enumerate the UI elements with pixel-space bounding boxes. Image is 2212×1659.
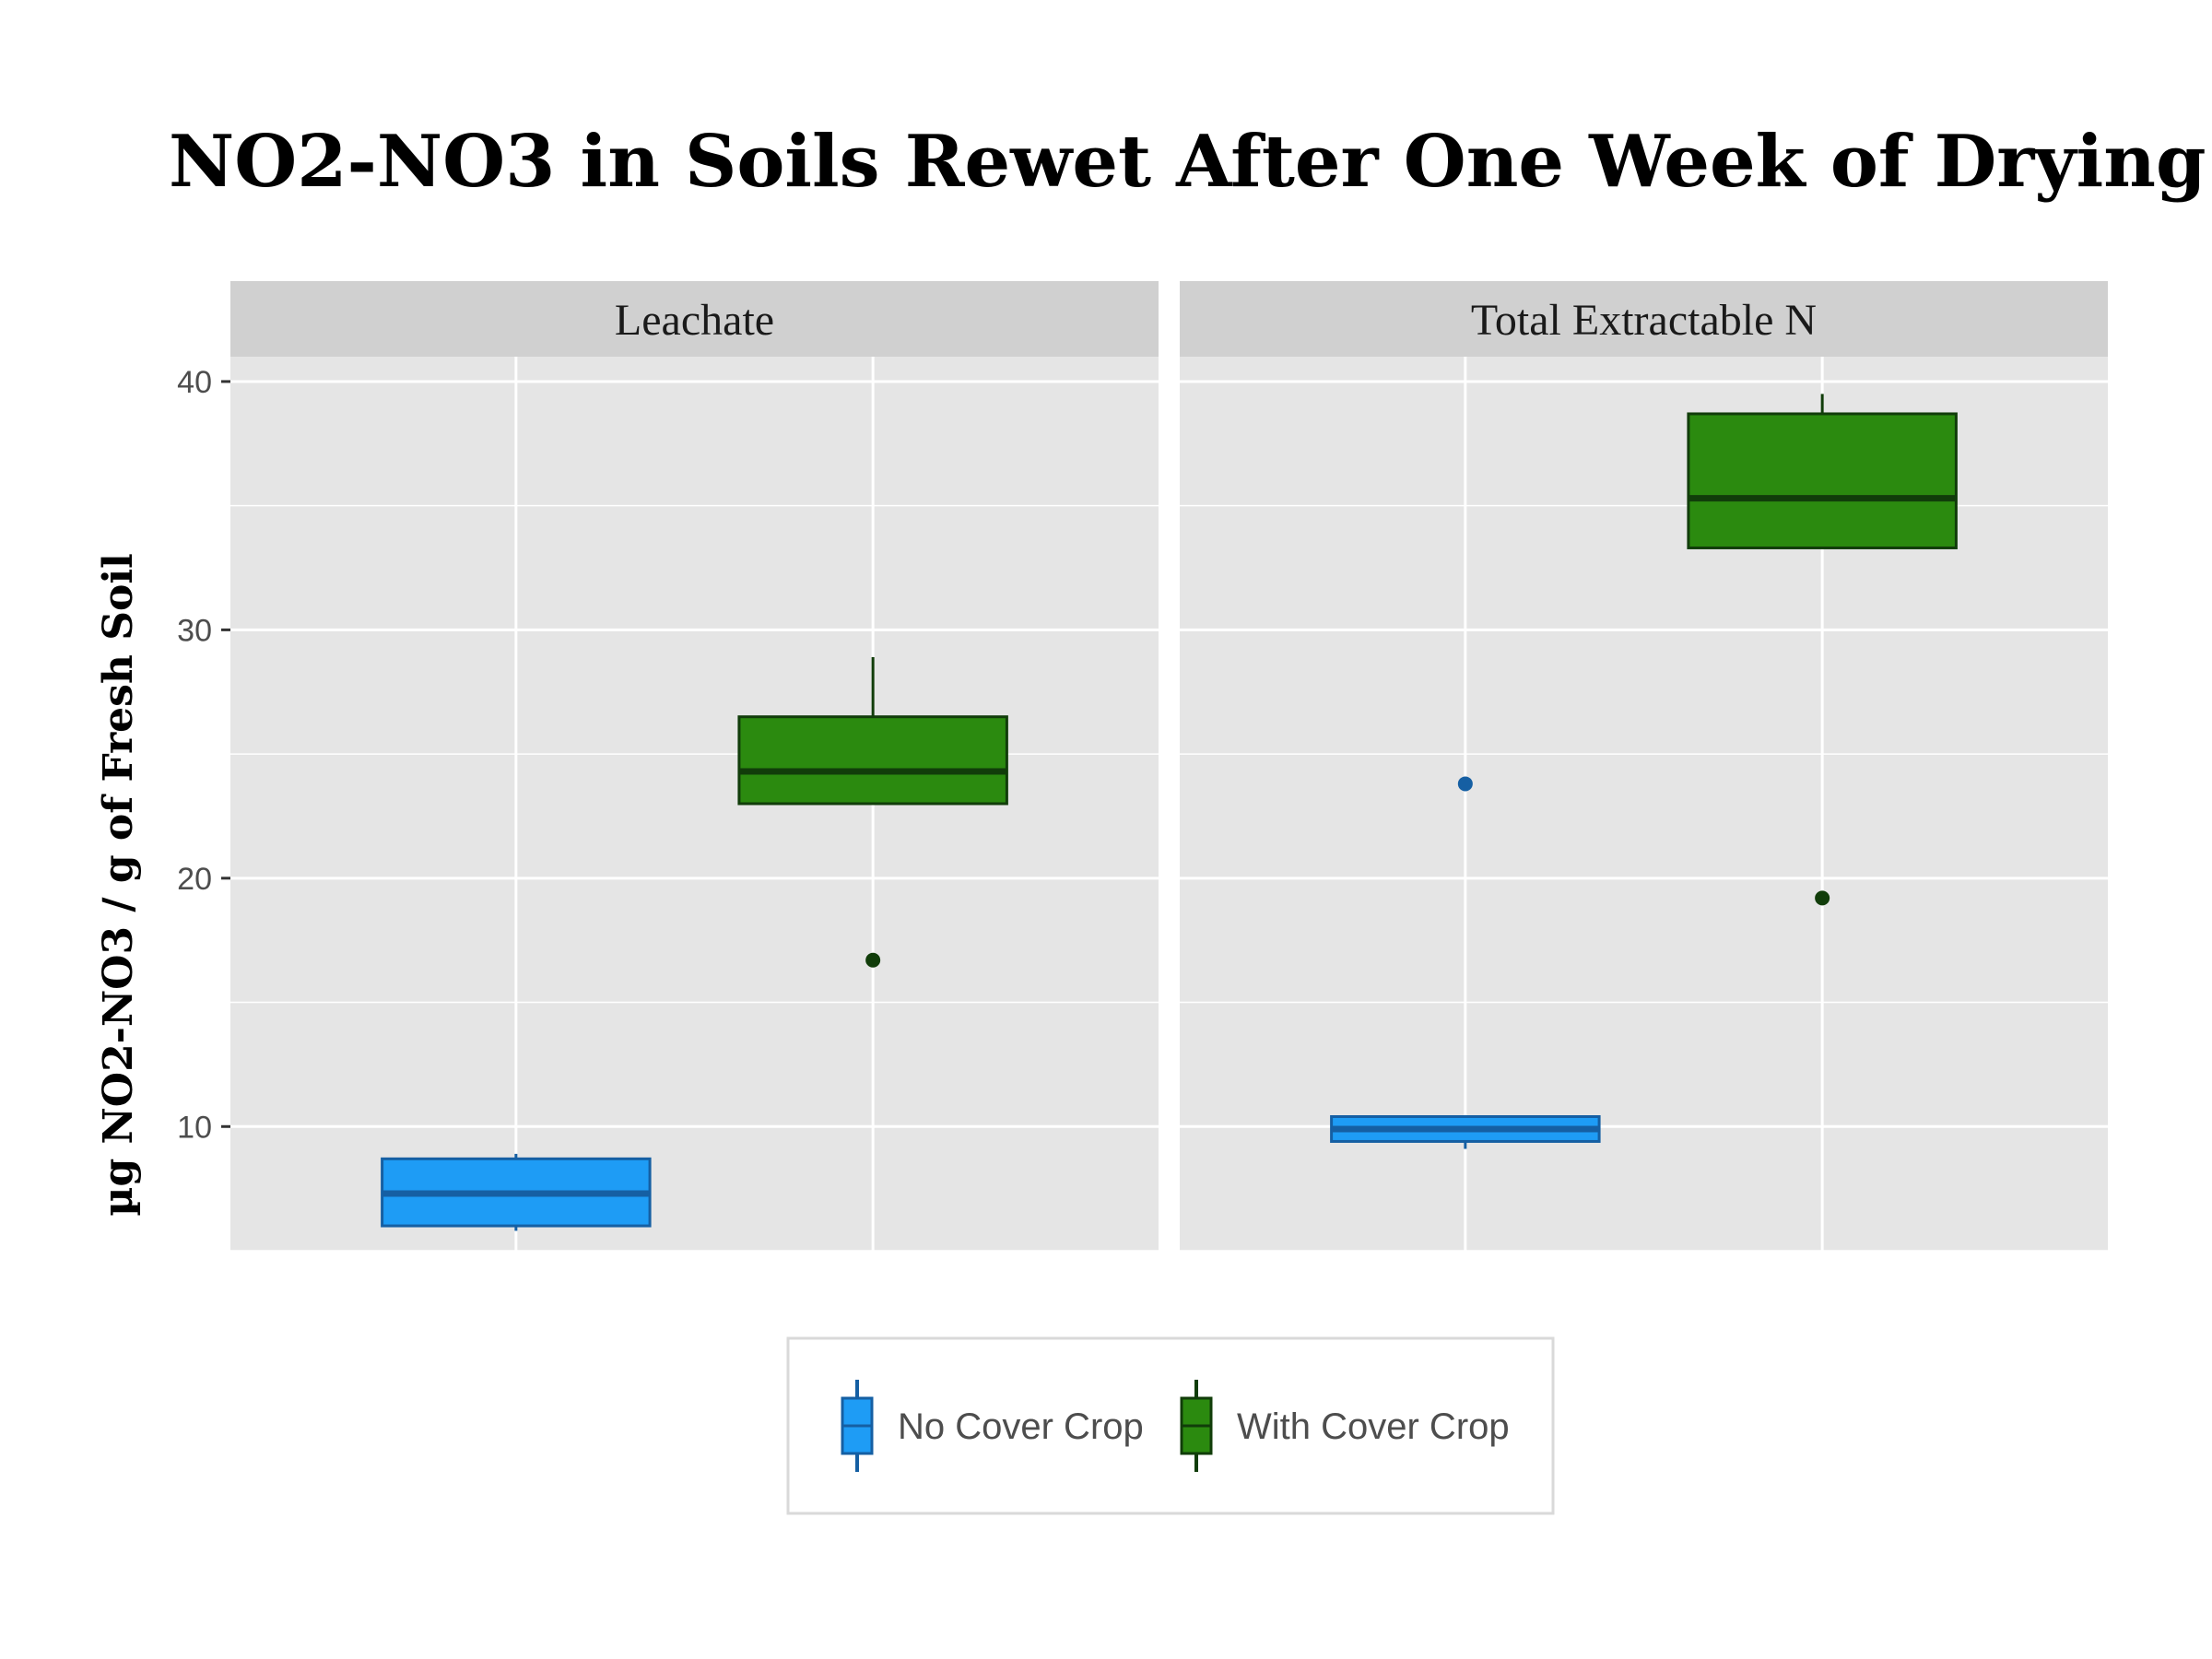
box-iqr xyxy=(737,715,1008,806)
y-tick-label: 10 xyxy=(177,1110,212,1145)
panel-background xyxy=(1180,357,2108,1251)
panel-1: Leachate xyxy=(230,281,1159,1252)
outlier-point xyxy=(1815,890,1830,906)
facet-panels: Leachate Total Extractable N xyxy=(230,281,2108,1252)
box-no-cover-crop xyxy=(381,1153,652,1231)
facet-strip xyxy=(1180,281,2108,357)
box-iqr xyxy=(1687,412,1958,549)
panel-2: Total Extractable N xyxy=(1180,281,2108,1252)
outlier-point xyxy=(1457,776,1473,792)
outlier-point xyxy=(865,952,881,968)
legend: No Cover Crop With Cover Crop xyxy=(786,1336,1555,1515)
facet-strip-label: Total Extractable N xyxy=(1471,296,1817,345)
legend-item-no-cover-crop: No Cover Crop xyxy=(841,1380,1144,1472)
legend-item-with-cover-crop: With Cover Crop xyxy=(1180,1380,1510,1472)
y-tick-label: 30 xyxy=(177,613,212,648)
facet-strip xyxy=(230,281,1159,357)
y-tick-label: 20 xyxy=(177,862,212,897)
box-no-cover-crop xyxy=(1330,776,1601,1149)
legend-label: With Cover Crop xyxy=(1237,1406,1510,1447)
y-tick-label: 40 xyxy=(177,365,212,400)
y-axis-ticks: 10 20 30 40 xyxy=(177,365,230,1145)
legend-frame xyxy=(786,1336,1555,1515)
panel-background xyxy=(230,357,1159,1251)
legend-label: No Cover Crop xyxy=(898,1406,1144,1447)
y-axis-label: µg NO2-NO3 / g of Fresh Soil xyxy=(95,553,142,1217)
chart-title: NO2-NO3 in Soils Rewet After One Week of… xyxy=(169,120,2206,204)
box-with-cover-crop xyxy=(737,657,1008,968)
facet-strip-label: Leachate xyxy=(615,296,774,345)
box-with-cover-crop xyxy=(1687,394,1958,906)
